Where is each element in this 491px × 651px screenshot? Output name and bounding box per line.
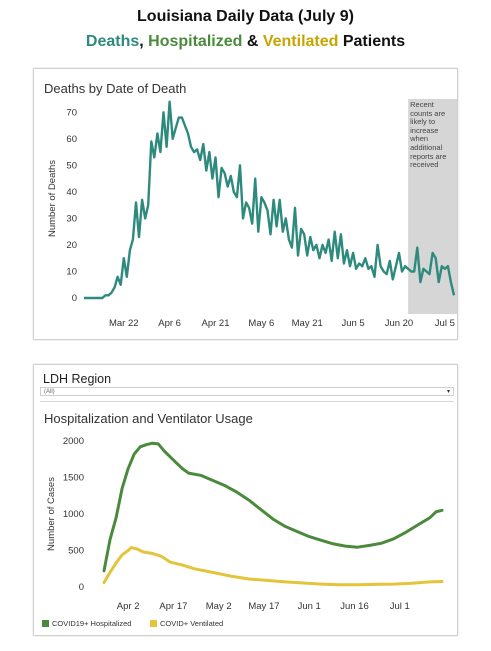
legend-hospitalized-swatch <box>42 620 49 627</box>
hosp-xtick-label: Jul 1 <box>390 601 410 612</box>
deaths-ytick-label: 0 <box>72 293 77 304</box>
hosp-y-axis-label: Number of Cases <box>46 477 57 551</box>
hospitalized-series-line <box>102 441 444 573</box>
subtitle-ventilated: Ventilated <box>262 33 339 50</box>
legend-ventilated-swatch <box>150 620 157 627</box>
region-filter-value: (All) <box>44 389 55 395</box>
dropdown-arrow-icon[interactable]: ▾ <box>446 389 450 395</box>
deaths-y-axis-label: Number of Deaths <box>47 160 58 237</box>
deaths-ytick-label: 20 <box>66 240 77 251</box>
hospitalization-chart-svg: 0 500 1000 1500 2000 Apr 2 Apr 17 May 2 May 17 Ju… <box>46 436 444 612</box>
subtitle-amp: & <box>242 33 263 50</box>
deaths-ytick-label: 60 <box>66 134 77 145</box>
subtitle-hospitalized: Hospitalized <box>148 33 243 50</box>
deaths-xtick-label: Apr 21 <box>201 318 229 329</box>
hosp-xtick-label: Jun 16 <box>340 601 369 612</box>
recent-data-shade <box>408 99 457 314</box>
main-subtitle: Deaths, Hospitalized & Ventilated Patien… <box>0 33 491 51</box>
hosp-ytick-label: 500 <box>68 546 84 557</box>
hosp-xtick-label: May 17 <box>248 601 279 612</box>
hosp-ytick-label: 1500 <box>63 473 84 484</box>
hospitalization-chart-panel: LDH Region (All) ▾ Hospitalization and V… <box>33 364 458 636</box>
ventilated-series-line <box>102 546 444 587</box>
deaths-xtick-label: Mar 22 <box>109 318 139 329</box>
deaths-ytick-label: 70 <box>66 107 77 118</box>
region-filter-label: LDH Region <box>43 372 112 386</box>
hosp-xtick-label: Apr 2 <box>117 601 140 612</box>
subtitle-patients: Patients <box>338 33 406 50</box>
subtitle-comma: , <box>139 33 149 50</box>
deaths-xtick-label: Jun 20 <box>385 318 414 329</box>
deaths-xtick-label: Jul 5 <box>435 318 455 329</box>
deaths-ytick-label: 40 <box>66 187 77 198</box>
deaths-ytick-label: 30 <box>66 213 77 224</box>
main-title: Louisiana Daily Data (July 9) <box>137 8 354 25</box>
hospitalization-chart-title: Hospitalization and Ventilator Usage <box>44 411 253 426</box>
deaths-ytick-label: 10 <box>66 266 77 277</box>
hosp-xtick-label: Apr 17 <box>159 601 187 612</box>
region-filter-select[interactable]: (All) ▾ <box>40 387 454 396</box>
recent-data-note-text: Recent counts are likely to increase whe… <box>410 101 447 170</box>
subtitle-deaths: Deaths <box>85 33 140 50</box>
deaths-chart-svg: Recent counts are likely to increase whe… <box>47 99 457 329</box>
legend-ventilated: COVID+ Ventilated <box>150 619 223 628</box>
deaths-xtick-label: May 21 <box>292 318 323 329</box>
hosp-ytick-label: 2000 <box>63 436 84 447</box>
hosp-ytick-label: 1000 <box>63 509 84 520</box>
legend-hospitalized: COVID19+ Hospitalized <box>42 619 131 628</box>
deaths-series-line <box>84 100 456 300</box>
deaths-chart-title: Deaths by Date of Death <box>44 81 187 96</box>
hosp-ytick-label: 0 <box>79 582 84 593</box>
hosp-xtick-label: May 2 <box>206 601 232 612</box>
deaths-xtick-label: May 6 <box>248 318 274 329</box>
legend-ventilated-label: COVID+ Ventilated <box>160 619 224 628</box>
deaths-ytick-label: 50 <box>66 160 77 171</box>
deaths-xtick-label: Jun 5 <box>341 318 364 329</box>
deaths-chart-panel: Deaths by Date of Death Recent counts ar… <box>33 68 458 340</box>
recent-data-note: Recent counts are likely to increase whe… <box>410 101 447 170</box>
panel-divider <box>40 401 454 402</box>
legend-hospitalized-label: COVID19+ Hospitalized <box>52 619 132 628</box>
hosp-xtick-label: Jun 1 <box>298 601 321 612</box>
deaths-xtick-label: Apr 6 <box>158 318 181 329</box>
